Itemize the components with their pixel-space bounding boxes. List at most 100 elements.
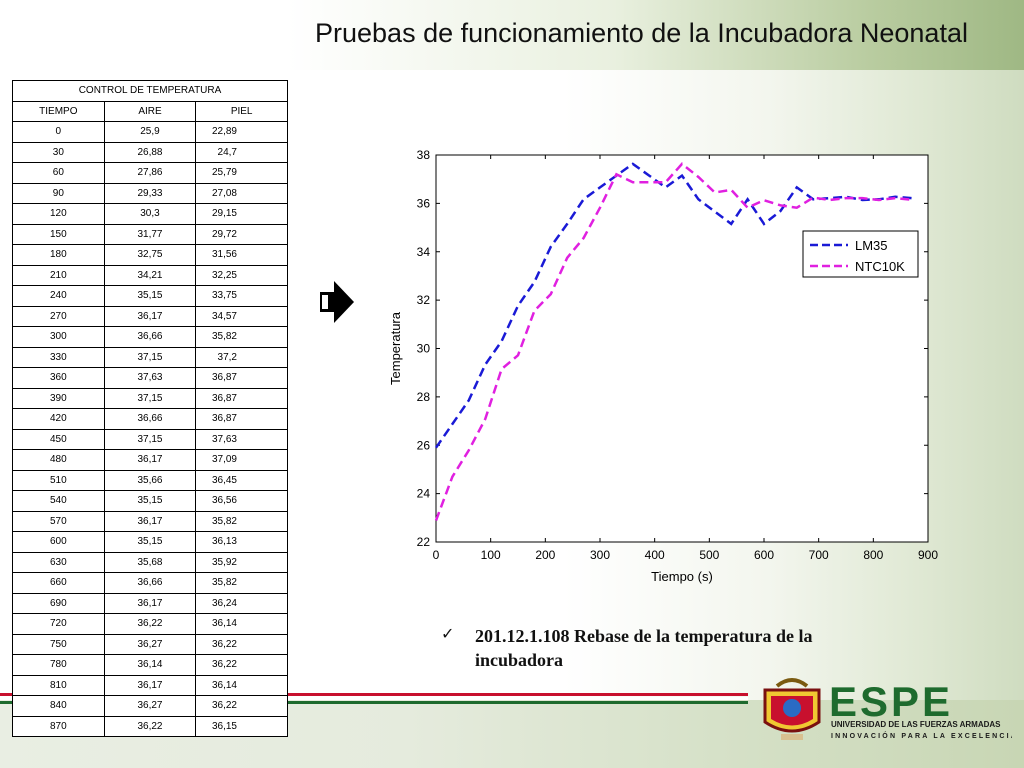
table-row: 270 36,17 34,57 xyxy=(12,305,288,327)
cell-aire: 36,17 xyxy=(103,449,197,471)
y-tick-label: 32 xyxy=(417,293,431,307)
y-tick-label: 36 xyxy=(417,196,431,210)
cell-tiempo: 600 xyxy=(12,531,105,553)
cell-aire: 36,17 xyxy=(103,674,197,696)
table-row: 810 36,17 36,14 xyxy=(12,674,288,696)
cell-piel: 36,13 xyxy=(195,531,288,553)
cell-tiempo: 450 xyxy=(12,428,105,450)
table-row: 390 37,15 36,87 xyxy=(12,387,288,409)
table-row: 0 25,9 22,89 xyxy=(12,121,288,143)
table-row: 780 36,14 36,22 xyxy=(12,654,288,676)
cell-tiempo: 660 xyxy=(12,572,105,594)
cell-piel: 35,82 xyxy=(195,572,288,594)
y-tick-label: 22 xyxy=(417,535,431,549)
cell-aire: 36,66 xyxy=(103,326,197,348)
table-row: 720 36,22 36,14 xyxy=(12,613,288,635)
cell-tiempo: 120 xyxy=(12,203,105,225)
cell-piel: 37,63 xyxy=(195,428,288,450)
cell-aire: 32,75 xyxy=(103,244,197,266)
cell-piel: 31,56 xyxy=(195,244,288,266)
table-row: 690 36,17 36,24 xyxy=(12,592,288,614)
table-row: 420 36,66 36,87 xyxy=(12,408,288,430)
cell-piel: 36,87 xyxy=(195,408,288,430)
x-tick-label: 800 xyxy=(863,548,883,562)
cell-tiempo: 210 xyxy=(12,264,105,286)
cell-tiempo: 420 xyxy=(12,408,105,430)
table-row: 30 26,88 24,7 xyxy=(12,141,288,163)
cell-piel: 36,56 xyxy=(195,490,288,512)
cell-aire: 36,66 xyxy=(103,408,197,430)
cell-piel: 35,92 xyxy=(195,551,288,573)
table-title: CONTROL DE TEMPERATURA xyxy=(12,80,288,102)
x-axis-label: Tiempo (s) xyxy=(651,569,713,584)
table-row: 120 30,3 29,15 xyxy=(12,203,288,225)
cell-aire: 25,9 xyxy=(103,121,197,143)
legend-label-lm35: LM35 xyxy=(855,238,888,253)
footer-stripe-red xyxy=(0,693,748,696)
x-tick-label: 100 xyxy=(481,548,501,562)
cell-piel: 25,79 xyxy=(195,162,288,184)
cell-tiempo: 630 xyxy=(12,551,105,573)
table-row: 90 29,33 27,08 xyxy=(12,182,288,204)
x-tick-label: 300 xyxy=(590,548,610,562)
cell-tiempo: 750 xyxy=(12,633,105,655)
cell-aire: 35,15 xyxy=(103,285,197,307)
cell-aire: 37,15 xyxy=(103,346,197,368)
y-tick-label: 26 xyxy=(417,438,431,452)
cell-tiempo: 780 xyxy=(12,654,105,676)
column-header-piel: PIEL xyxy=(195,100,288,122)
cell-piel: 29,72 xyxy=(195,223,288,245)
cell-piel: 24,7 xyxy=(195,141,288,163)
table-row: 600 35,15 36,13 xyxy=(12,531,288,553)
cell-piel: 32,25 xyxy=(195,264,288,286)
table-row: 180 32,75 31,56 xyxy=(12,244,288,266)
cell-tiempo: 720 xyxy=(12,613,105,635)
cell-tiempo: 0 xyxy=(12,121,105,143)
legend-box xyxy=(802,230,919,278)
cell-tiempo: 90 xyxy=(12,182,105,204)
footer-stripe-white xyxy=(0,697,748,700)
cell-piel: 34,57 xyxy=(195,305,288,327)
table-row: 360 37,63 36,87 xyxy=(12,367,288,389)
cell-piel: 36,45 xyxy=(195,469,288,491)
x-tick-label: 900 xyxy=(918,548,938,562)
table-row: 750 36,27 36,22 xyxy=(12,633,288,655)
table-row: 300 36,66 35,82 xyxy=(12,326,288,348)
table-row: 210 34,21 32,25 xyxy=(12,264,288,286)
cell-tiempo: 540 xyxy=(12,490,105,512)
cell-aire: 36,14 xyxy=(103,654,197,676)
cell-piel: 36,15 xyxy=(195,715,288,737)
y-axis-label: Temperatura xyxy=(388,311,403,385)
cell-piel: 37,09 xyxy=(195,449,288,471)
cell-tiempo: 840 xyxy=(12,695,105,717)
cell-aire: 37,63 xyxy=(103,367,197,389)
logo-subtitle: UNIVERSIDAD DE LAS FUERZAS ARMADAS xyxy=(831,720,1001,729)
cell-tiempo: 300 xyxy=(12,326,105,348)
table-row: 240 35,15 33,75 xyxy=(12,285,288,307)
cell-piel: 36,14 xyxy=(195,613,288,635)
logo-tagline: INNOVACIÓN PARA LA EXCELENCIA xyxy=(831,731,1012,740)
cell-tiempo: 150 xyxy=(12,223,105,245)
y-tick-label: 30 xyxy=(417,342,431,356)
cell-aire: 35,68 xyxy=(103,551,197,573)
temperature-line-chart: 0 100 200 300 400 500 600 700 800 900 22 24 26 28 30 32… xyxy=(388,148,938,584)
cell-aire: 27,86 xyxy=(103,162,197,184)
chart-caption: 201.12.1.108 Rebase de la temperatura de… xyxy=(475,626,813,670)
table-row: 510 35,66 36,45 xyxy=(12,469,288,491)
cell-piel: 33,75 xyxy=(195,285,288,307)
table-row: 450 37,15 37,63 xyxy=(12,428,288,450)
x-tick-label: 500 xyxy=(699,548,719,562)
cell-tiempo: 330 xyxy=(12,346,105,368)
x-tick-label: 0 xyxy=(433,548,440,562)
cell-tiempo: 180 xyxy=(12,244,105,266)
table-row: 840 36,27 36,22 xyxy=(12,695,288,717)
cell-piel: 27,08 xyxy=(195,182,288,204)
cell-aire: 35,66 xyxy=(103,469,197,491)
footer-stripe-green xyxy=(0,701,748,704)
cell-piel: 36,14 xyxy=(195,674,288,696)
cell-piel: 36,22 xyxy=(195,633,288,655)
table-row: 660 36,66 35,82 xyxy=(12,572,288,594)
x-tick-label: 400 xyxy=(645,548,665,562)
cell-tiempo: 570 xyxy=(12,510,105,532)
cell-aire: 36,17 xyxy=(103,305,197,327)
